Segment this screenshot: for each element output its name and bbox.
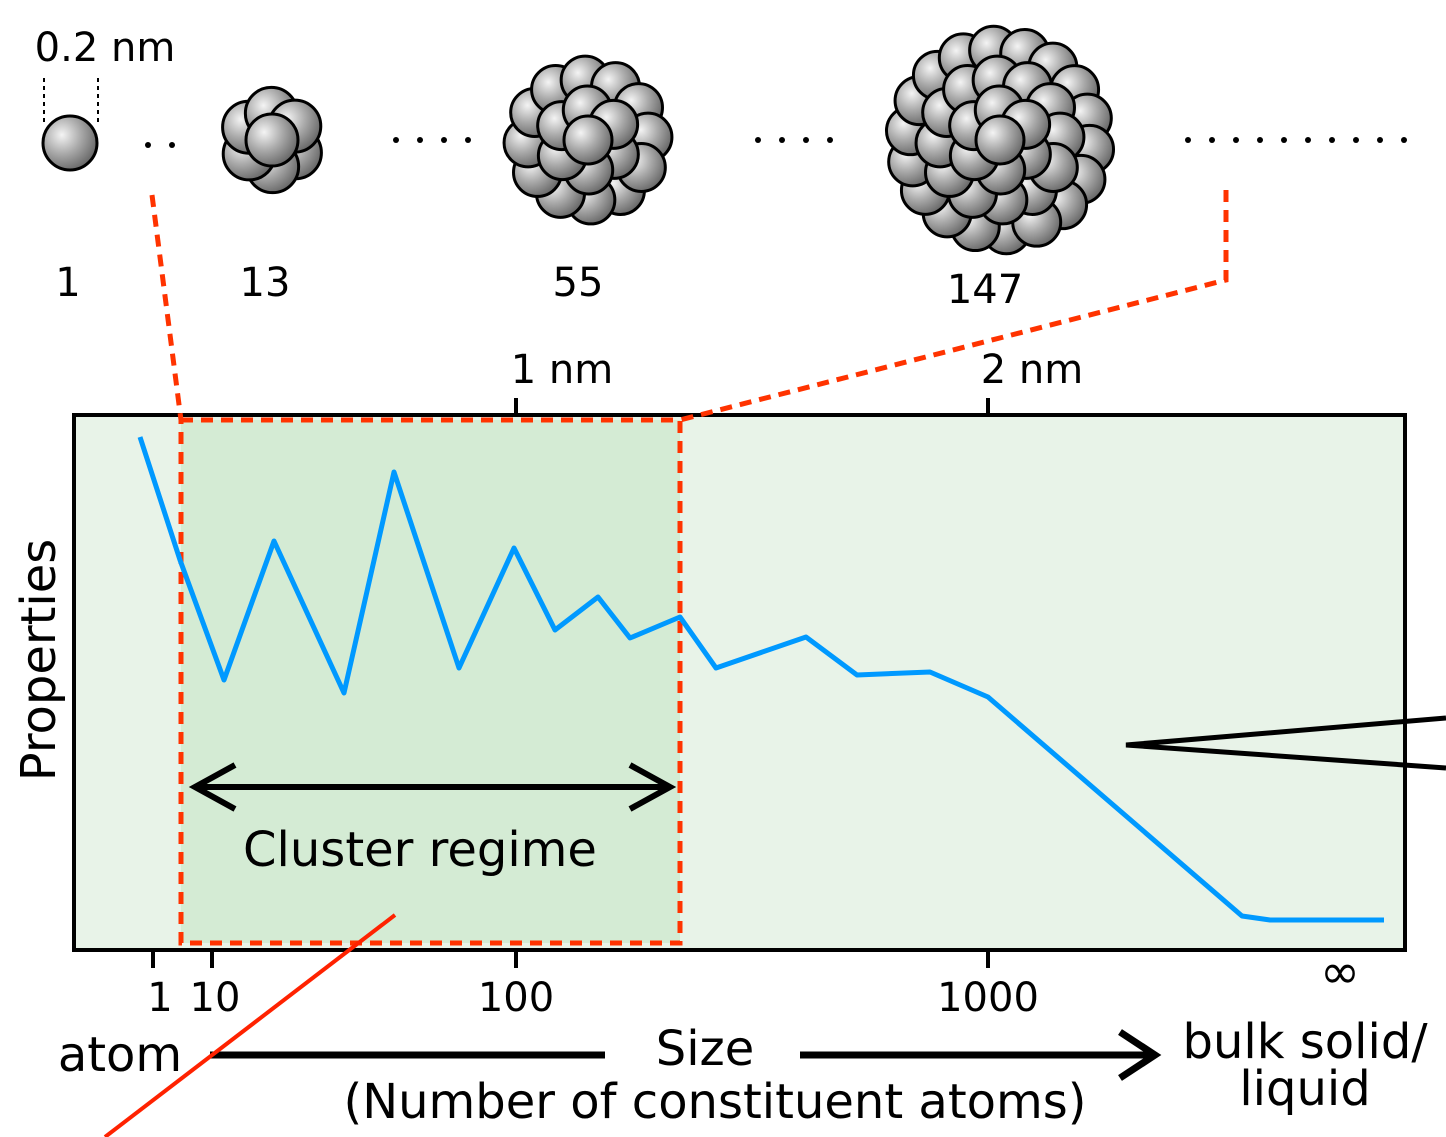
top-tick-label: 2 nm: [981, 347, 1083, 393]
bottom-tick-label: 10: [190, 975, 241, 1021]
pointer-lines: [1125, 715, 1446, 771]
scale-bar-label: 0.2 nm: [35, 25, 176, 71]
regime-arrow: [188, 762, 677, 812]
tick-marks: [151, 398, 990, 968]
size-arrow: [210, 1029, 1162, 1081]
atom: [974, 114, 1026, 166]
atom: [41, 114, 99, 172]
x-label-end: bulk solid/: [1183, 1014, 1429, 1070]
x-axis-subtitle: (Number of constituent atoms): [343, 1074, 1086, 1130]
x-axis-title: Size: [656, 1021, 755, 1077]
y-axis-label: Properties: [11, 539, 67, 782]
top-tick-label: 1 nm: [511, 347, 613, 393]
cluster-size: 147: [947, 267, 1023, 313]
x-label-start: atom: [58, 1027, 182, 1083]
atom: [562, 114, 614, 166]
zoom-lines: [149, 190, 1229, 423]
bottom-tick-label: 100: [478, 975, 554, 1021]
cluster-size: 55: [553, 260, 604, 306]
region-label: Cluster regime: [243, 822, 597, 878]
bottom-tick-label: 1000: [937, 975, 1039, 1021]
ellipsis-dots: [145, 137, 1407, 148]
bottom-tick-label: ∞: [1320, 944, 1360, 1000]
red-line: [103, 913, 397, 1137]
property-curve: [137, 436, 1384, 923]
cluster-size: 1: [55, 260, 80, 306]
cluster-images: [41, 24, 1116, 256]
x-label-end: liquid: [1239, 1061, 1370, 1117]
bottom-tick-label: 1: [147, 975, 172, 1021]
cluster-region: [178, 417, 683, 946]
atom: [244, 112, 300, 168]
cluster-size: 13: [240, 260, 291, 306]
